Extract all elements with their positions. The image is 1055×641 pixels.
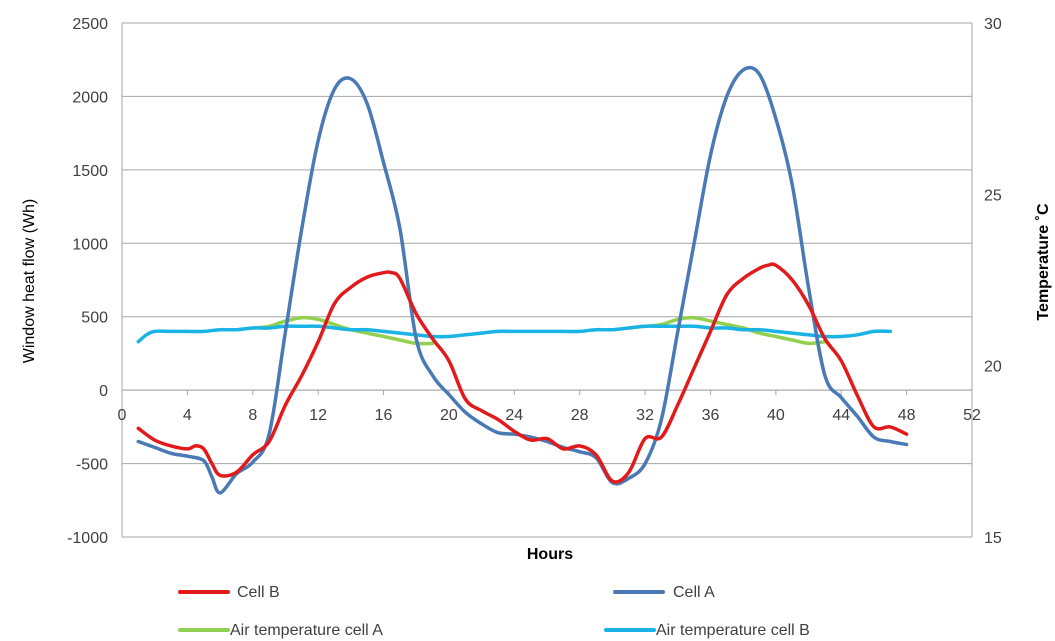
y-tick-label: 1000 [72, 236, 108, 253]
x-tick-label: 20 [440, 407, 458, 424]
series-line-air-temperature-cell-a [626, 315, 827, 346]
legend-item-air-temp-b: Air temperature cell B [604, 622, 810, 639]
y2-axis-title: Temperature ˚C [1035, 203, 1052, 321]
x-tick-label: 4 [183, 407, 192, 424]
legend-item-cell-b: Cell B [178, 584, 280, 601]
series-line-air-temperature-cell-b [136, 324, 893, 344]
legend: Cell B Cell A Air temperature cell A Air… [178, 584, 810, 639]
gridlines [121, 22, 973, 538]
x-tick-label: 36 [702, 407, 720, 424]
legend-label-cell-a: Cell A [673, 584, 715, 601]
series-line-cell-a [136, 65, 909, 495]
x-axis-ticks: 0 4 8 12 16 20 24 28 32 36 40 44 48 52 [118, 407, 981, 424]
x-axis-title: Hours [527, 546, 573, 563]
left-axis-ticks: -1000 -500 0 500 1000 1500 2000 2500 [67, 16, 108, 547]
right-axis-ticks: 15 20 25 30 [984, 16, 1002, 547]
x-tick-label: 52 [963, 407, 981, 424]
legend-label-air-temp-b: Air temperature cell B [656, 622, 810, 639]
x-tick-label: 8 [248, 407, 257, 424]
x-tick-label: 24 [505, 407, 523, 424]
legend-item-cell-a: Cell A [613, 584, 715, 601]
y-tick-label: -1000 [67, 530, 108, 547]
y2-tick-label: 15 [984, 530, 1002, 547]
x-tick-label: 12 [309, 407, 327, 424]
legend-label-air-temp-a: Air temperature cell A [230, 622, 383, 639]
y-tick-label: 2000 [72, 89, 108, 106]
y2-tick-label: 30 [984, 16, 1002, 33]
x-tick-label: 48 [898, 407, 916, 424]
y-tick-label: 0 [99, 383, 108, 400]
y-tick-label: 1500 [72, 163, 108, 180]
x-tick-label: 0 [118, 407, 127, 424]
y2-tick-label: 25 [984, 187, 1002, 204]
y2-tick-label: 20 [984, 359, 1002, 376]
y-axis-title: Window heat flow (Wh) [21, 199, 38, 364]
series-lines [136, 65, 909, 495]
x-tick-label: 32 [636, 407, 654, 424]
legend-item-air-temp-a: Air temperature cell A [178, 622, 383, 639]
y-tick-label: -500 [76, 457, 108, 474]
y-tick-label: 500 [81, 310, 108, 327]
x-tick-label: 40 [767, 407, 785, 424]
x-tick-label: 28 [571, 407, 589, 424]
x-tick-label: 16 [375, 407, 393, 424]
y-tick-label: 2500 [72, 16, 108, 33]
series-line-cell-b [136, 262, 909, 484]
legend-label-cell-b: Cell B [237, 584, 280, 601]
x-tick-label: 44 [832, 407, 850, 424]
